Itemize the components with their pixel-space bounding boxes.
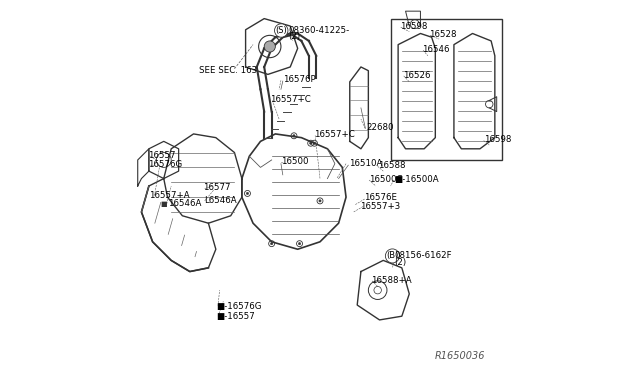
Text: (S): (S) xyxy=(275,26,287,35)
Text: 16598: 16598 xyxy=(399,22,427,31)
Text: R1650036: R1650036 xyxy=(435,351,486,361)
Text: (2): (2) xyxy=(394,258,406,267)
Text: 16577: 16577 xyxy=(203,183,230,192)
Text: 16557+C: 16557+C xyxy=(314,130,355,139)
Text: 16528: 16528 xyxy=(429,30,457,39)
Circle shape xyxy=(314,142,316,144)
Text: ■-16500A: ■-16500A xyxy=(394,175,439,184)
Text: 22680: 22680 xyxy=(367,123,394,132)
Text: 16526: 16526 xyxy=(403,71,431,80)
Text: 16576P: 16576P xyxy=(283,76,316,84)
Text: 16588+A: 16588+A xyxy=(371,276,412,285)
Circle shape xyxy=(264,41,275,52)
Text: 16546: 16546 xyxy=(422,45,450,54)
Text: 16510A: 16510A xyxy=(349,159,382,168)
Circle shape xyxy=(246,192,248,195)
Text: 16500: 16500 xyxy=(281,157,308,166)
Text: 16598: 16598 xyxy=(484,135,511,144)
Text: (B): (B) xyxy=(386,251,399,260)
Text: 16500C: 16500C xyxy=(369,175,403,184)
Text: ■-16557: ■-16557 xyxy=(216,312,255,321)
Circle shape xyxy=(298,243,301,245)
Text: 08360-41225-: 08360-41225- xyxy=(289,26,349,35)
Circle shape xyxy=(293,135,295,137)
Text: ■-16576G: ■-16576G xyxy=(216,302,262,311)
Circle shape xyxy=(319,200,321,202)
Text: (2): (2) xyxy=(289,32,301,41)
Text: L6546A: L6546A xyxy=(204,196,237,205)
Text: 16557: 16557 xyxy=(148,151,175,160)
Text: SEE SEC. 163: SEE SEC. 163 xyxy=(199,66,257,75)
Text: 16557+3: 16557+3 xyxy=(360,202,401,211)
Text: 16588: 16588 xyxy=(378,161,405,170)
Text: ■: ■ xyxy=(160,201,167,207)
Bar xyxy=(390,19,502,160)
Text: 16576G: 16576G xyxy=(148,160,182,169)
Circle shape xyxy=(310,142,312,144)
Text: 16576E: 16576E xyxy=(364,193,397,202)
Text: 16557+C: 16557+C xyxy=(270,95,310,104)
Text: 16546A: 16546A xyxy=(168,199,202,208)
Text: 08156-6162F: 08156-6162F xyxy=(394,251,452,260)
Circle shape xyxy=(271,243,273,245)
Text: 16557+A: 16557+A xyxy=(149,191,189,200)
